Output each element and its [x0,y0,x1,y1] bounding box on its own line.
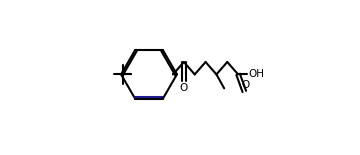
Text: O: O [180,83,188,93]
Text: OH: OH [248,69,264,79]
Text: O: O [241,80,249,90]
